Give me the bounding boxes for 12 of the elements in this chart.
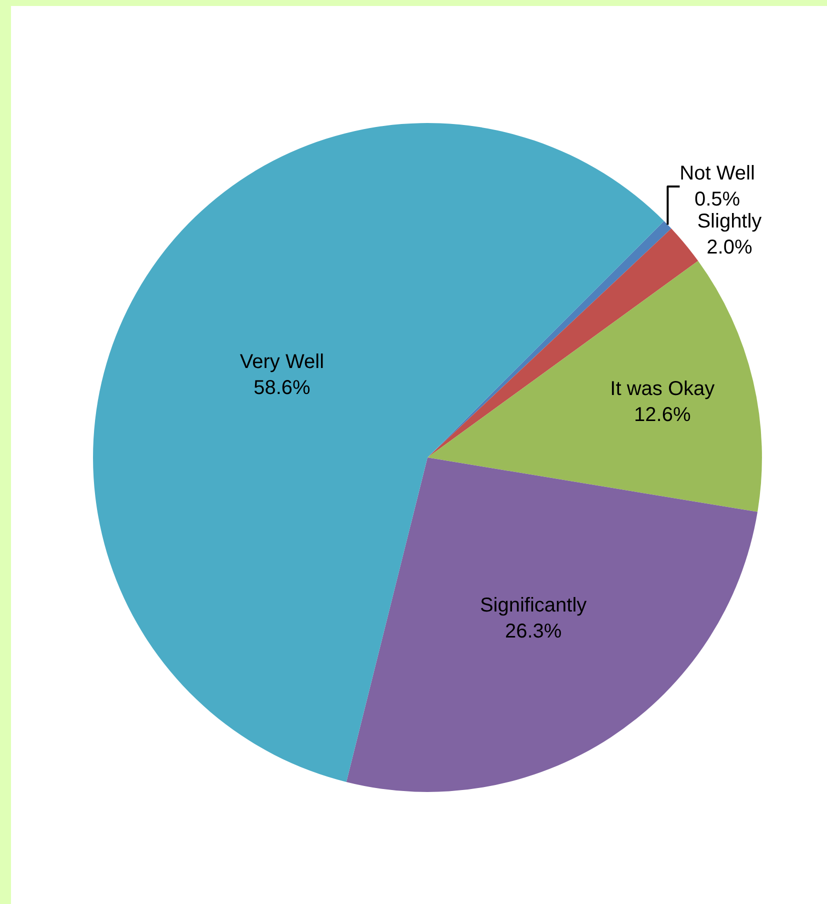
slice-label: Slightly bbox=[697, 210, 762, 233]
data-label: 12.6% bbox=[634, 404, 691, 426]
slice-label: It was Okay bbox=[610, 378, 715, 400]
pie-slice bbox=[427, 260, 762, 512]
data-label: 2.0% bbox=[706, 236, 752, 259]
slice-label: Very Well bbox=[240, 351, 324, 374]
data-label: 0.5% bbox=[694, 188, 740, 211]
data-label: 26.3% bbox=[504, 620, 562, 643]
slice-label: Significantly bbox=[480, 594, 587, 617]
data-label: 58.6% bbox=[254, 377, 311, 400]
slice-label: Not Well bbox=[680, 162, 755, 185]
pie-slice bbox=[346, 458, 758, 792]
